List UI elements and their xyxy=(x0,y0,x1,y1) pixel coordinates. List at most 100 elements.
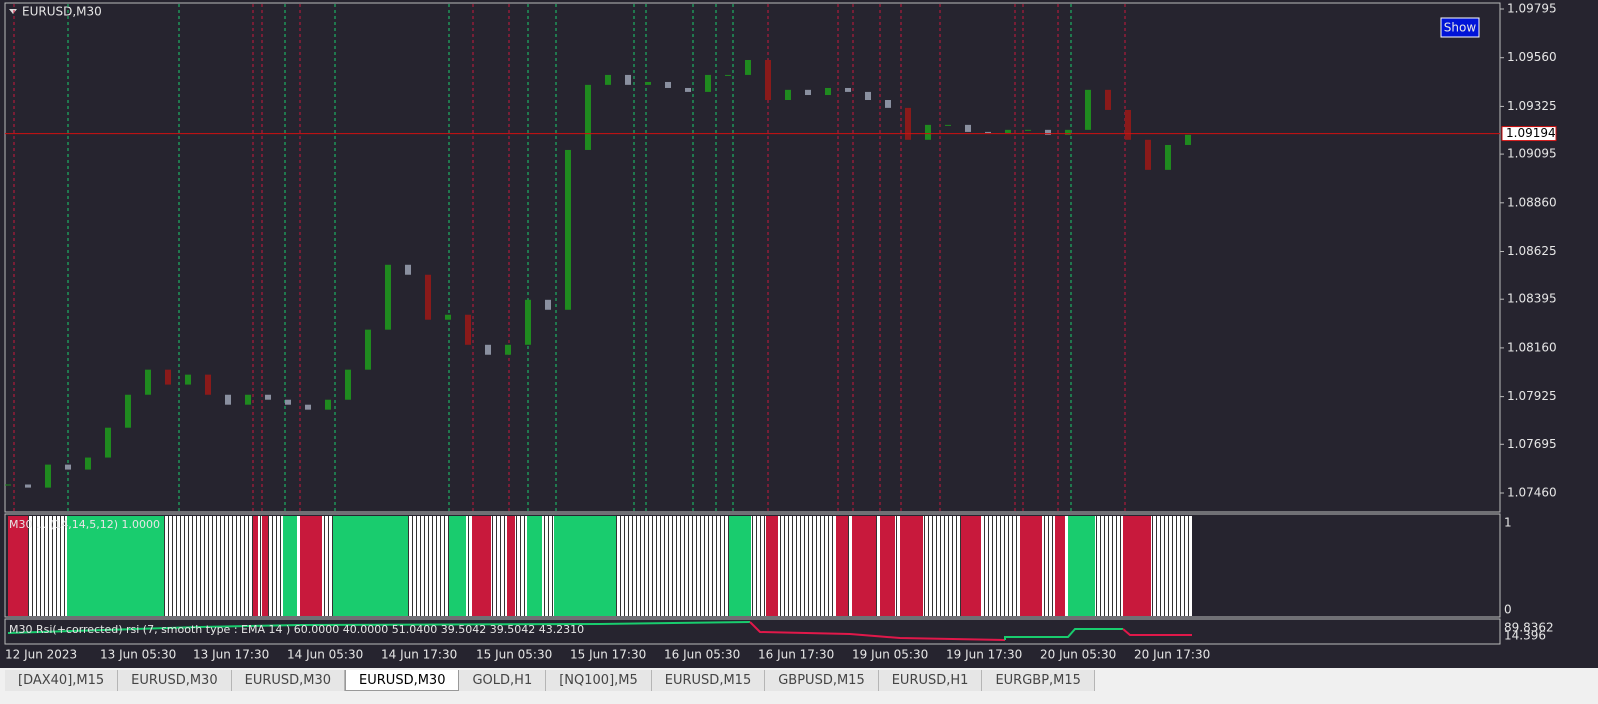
current-price-box xyxy=(1501,126,1557,142)
candle xyxy=(225,394,231,405)
candle xyxy=(485,344,491,355)
candle xyxy=(705,74,711,92)
show-button[interactable] xyxy=(1440,17,1480,38)
indicator1-min: 0 xyxy=(1504,603,1512,617)
candle xyxy=(685,87,691,92)
time-label: 19 Jun 05:30 xyxy=(852,648,928,662)
candle xyxy=(745,59,751,75)
candle xyxy=(265,394,271,400)
candle xyxy=(1125,109,1131,140)
chart-window: EURUSD,M30 Show M30 ... (14,14,5,12) 1.0… xyxy=(0,0,1598,668)
indicator-pane xyxy=(4,513,1501,618)
price-label: 1.07460 xyxy=(1507,486,1557,500)
candle xyxy=(65,464,71,470)
candle xyxy=(1165,144,1171,170)
time-label: 14 Jun 17:30 xyxy=(381,648,457,662)
tab[interactable]: EURUSD,M15 xyxy=(651,670,766,691)
price-label: 1.07925 xyxy=(1507,389,1557,403)
candle xyxy=(365,329,371,370)
menu-arrow xyxy=(9,9,17,14)
candle xyxy=(1085,89,1091,130)
time-label: 15 Jun 05:30 xyxy=(476,648,552,662)
time-label: 13 Jun 17:30 xyxy=(193,648,269,662)
show-button-label[interactable]: Show xyxy=(1444,21,1477,35)
candle xyxy=(85,457,91,470)
tab[interactable]: EURUSD,M30 xyxy=(345,670,460,691)
price-label: 1.08160 xyxy=(1507,340,1557,354)
candle xyxy=(545,299,551,310)
candle xyxy=(725,74,731,76)
price-label: 1.09095 xyxy=(1507,147,1557,161)
indicator1-label: M30 ... (14,14,5,12) 1.0000 xyxy=(9,518,160,531)
candle xyxy=(385,264,391,330)
candle xyxy=(1105,89,1111,110)
candle xyxy=(1005,129,1011,133)
indicator-bars xyxy=(8,516,1192,616)
price-label: 1.08625 xyxy=(1507,244,1557,258)
price-label: 1.08860 xyxy=(1507,195,1557,209)
candle xyxy=(205,374,211,395)
main-pane xyxy=(4,2,1501,513)
candle xyxy=(645,81,651,85)
current-price-label: 1.09194 xyxy=(1506,126,1556,140)
candle xyxy=(425,274,431,320)
candle xyxy=(765,59,771,100)
tab[interactable]: EURGBP,M15 xyxy=(982,670,1095,691)
candle xyxy=(25,484,31,488)
candle xyxy=(525,299,531,345)
time-label: 14 Jun 05:30 xyxy=(287,648,363,662)
tab[interactable]: [NQ100],M5 xyxy=(546,670,652,691)
candle xyxy=(345,369,351,400)
candle xyxy=(405,264,411,275)
time-label: 16 Jun 17:30 xyxy=(758,648,834,662)
rsi-line-red xyxy=(749,621,1006,641)
rsi-line-green xyxy=(1004,628,1123,640)
candle xyxy=(805,89,811,96)
tab[interactable]: EURUSD,H1 xyxy=(878,670,983,691)
chart-title: EURUSD,M30 xyxy=(22,5,102,19)
time-label: 20 Jun 05:30 xyxy=(1040,648,1116,662)
candle xyxy=(845,87,851,92)
rsi-line-red2 xyxy=(1122,628,1192,636)
tab[interactable]: EURUSD,M30 xyxy=(118,670,232,691)
time-label: 16 Jun 05:30 xyxy=(664,648,740,662)
price-label: 1.08395 xyxy=(1507,292,1557,306)
tab[interactable]: GOLD,H1 xyxy=(459,670,547,691)
candle xyxy=(605,74,611,85)
candle xyxy=(305,404,311,410)
candle xyxy=(1045,129,1051,135)
time-label: 13 Jun 05:30 xyxy=(100,648,176,662)
tab[interactable]: [DAX40],M15 xyxy=(5,670,119,691)
indicator2-max: 89.8362 xyxy=(1504,621,1554,635)
candle xyxy=(665,81,671,88)
candle xyxy=(925,124,931,140)
candle xyxy=(625,74,631,85)
candle xyxy=(145,369,151,395)
tab-bar: [DAX40],M15 EURUSD,M30 EURUSD,M30 EURUSD,M3… xyxy=(5,670,1095,691)
candle xyxy=(1025,129,1031,131)
candle xyxy=(985,131,991,133)
candle xyxy=(1185,134,1191,145)
candle xyxy=(185,374,191,385)
candle xyxy=(825,87,831,96)
time-label: 19 Jun 17:30 xyxy=(946,648,1022,662)
price-label: 1.09560 xyxy=(1507,50,1557,64)
candle xyxy=(505,344,511,355)
candle xyxy=(45,464,51,488)
price-label: 1.07695 xyxy=(1507,437,1557,451)
time-label: 12 Jun 2023 xyxy=(5,648,77,662)
candle xyxy=(285,399,291,405)
candle xyxy=(965,124,971,132)
candle xyxy=(445,314,451,320)
indicator2-min: 14.396 xyxy=(1504,629,1546,643)
indicator2-label: M30 Rsi(+corrected) rsi (7, smooth type … xyxy=(9,623,584,636)
time-label: 15 Jun 17:30 xyxy=(570,648,646,662)
candle xyxy=(5,484,11,486)
candle xyxy=(585,84,591,150)
rsi-pane xyxy=(4,618,1501,645)
candle xyxy=(785,89,791,100)
tab[interactable]: GBPUSD,M15 xyxy=(765,670,879,691)
price-label: 1.09795 xyxy=(1507,2,1557,16)
tab[interactable]: EURUSD,M30 xyxy=(231,670,346,691)
